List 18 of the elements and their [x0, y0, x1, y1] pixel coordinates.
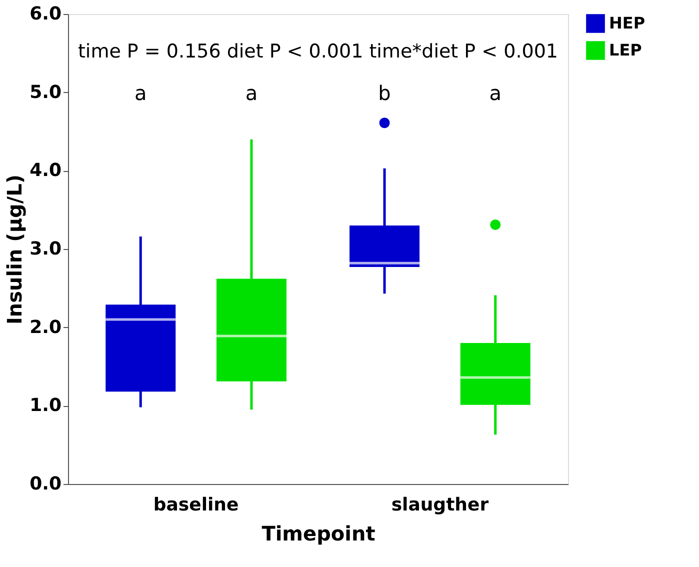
annotation: a — [134, 80, 147, 105]
y-tick-label: 4.0 — [30, 160, 62, 182]
legend-label: HEP — [609, 14, 646, 32]
y-tick-label: 5.0 — [30, 82, 62, 103]
annotation: time P = 0.156 diet P < 0.001 time*diet P < 0.001 — [78, 40, 558, 63]
y-tick-label: 1.0 — [30, 395, 62, 416]
y-tick-label: 0.0 — [30, 474, 62, 494]
legend-label: LEP — [609, 40, 642, 60]
y-tick-label: 3.0 — [30, 238, 62, 260]
x-tick-label: slaugther — [391, 494, 489, 516]
x-tick-label: baseline — [153, 494, 239, 516]
y-tick-label: 6.0 — [30, 4, 62, 24]
y-tick-label: 2.0 — [30, 316, 62, 338]
y-axis-title: Insulin (µg/L) — [2, 174, 27, 325]
x-axis-title: Timepoint — [262, 522, 376, 546]
annotation: b — [378, 80, 391, 105]
annotation: a — [489, 80, 502, 105]
annotation: a — [245, 80, 258, 105]
